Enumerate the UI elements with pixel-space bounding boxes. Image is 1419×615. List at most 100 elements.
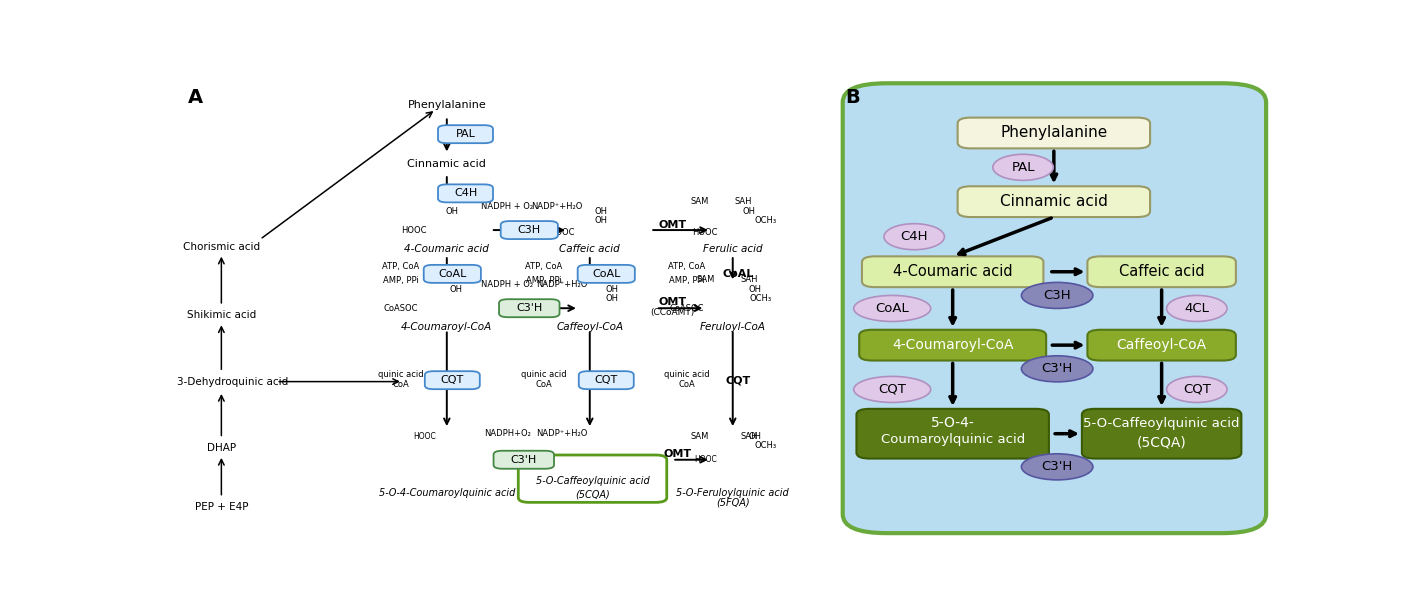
FancyBboxPatch shape [494,451,553,469]
Text: OH: OH [606,294,619,303]
Text: C4H: C4H [901,230,928,243]
Text: Feruloyl-CoA: Feruloyl-CoA [700,322,766,332]
Text: 5-O-Caffeoylquinic acid: 5-O-Caffeoylquinic acid [535,476,650,486]
Text: HOOC: HOOC [694,455,717,464]
Text: CoAL: CoAL [438,269,467,279]
Text: DHAP: DHAP [207,443,236,453]
Text: Cinnamic acid: Cinnamic acid [407,159,487,169]
FancyBboxPatch shape [1087,330,1236,360]
Text: quinic acid: quinic acid [664,370,710,379]
FancyBboxPatch shape [843,83,1266,533]
Text: 4-Coumaric acid: 4-Coumaric acid [404,244,490,254]
Text: OCH₃: OCH₃ [755,441,776,450]
Text: CoASOC: CoASOC [670,304,704,312]
FancyBboxPatch shape [438,125,492,143]
FancyBboxPatch shape [438,184,492,202]
Text: 4-Coumaroyl-CoA: 4-Coumaroyl-CoA [402,322,492,332]
FancyBboxPatch shape [578,265,634,283]
Text: OMT: OMT [658,220,687,231]
Text: AMP, PPi: AMP, PPi [383,277,419,285]
Text: B: B [844,88,860,107]
Text: HOOC: HOOC [413,432,436,440]
Ellipse shape [1166,376,1227,402]
Text: OMT: OMT [658,297,687,307]
Text: CQT: CQT [441,375,464,385]
Text: SAH: SAH [741,276,758,284]
Text: CoASOC: CoASOC [383,304,417,312]
Text: 5-O-Feruloylquinic acid: 5-O-Feruloylquinic acid [677,488,789,498]
Text: (5FQA): (5FQA) [717,498,749,507]
Text: NADPH + O₂: NADPH + O₂ [481,202,534,211]
Text: Shikimic acid: Shikimic acid [187,311,255,320]
Text: PEP + E4P: PEP + E4P [194,502,248,512]
Text: quinic acid: quinic acid [521,370,566,379]
Text: SAM: SAM [697,276,714,284]
FancyBboxPatch shape [1081,409,1242,459]
Text: OCH₃: OCH₃ [755,216,776,225]
Text: Caffeic acid: Caffeic acid [559,244,620,254]
Text: ATP, CoA: ATP, CoA [668,262,705,271]
FancyBboxPatch shape [424,371,480,389]
Ellipse shape [1022,454,1093,480]
Text: CoA: CoA [678,381,695,389]
Text: quinic acid: quinic acid [377,370,423,379]
Ellipse shape [993,154,1053,180]
Text: AMP, PPi: AMP, PPi [525,277,562,285]
Text: OH: OH [448,285,463,294]
Text: Cinnamic acid: Cinnamic acid [1000,194,1108,209]
Text: NADP⁺+H₂O: NADP⁺+H₂O [536,280,587,289]
Text: CoASOC: CoASOC [526,304,561,312]
Text: A: A [189,88,203,107]
Text: 4-Coumaroyl-CoA: 4-Coumaroyl-CoA [893,338,1013,352]
Text: OH: OH [742,207,756,216]
Text: OH: OH [595,216,607,225]
Text: CoAL: CoAL [592,269,620,279]
Text: (CCoAMT): (CCoAMT) [650,309,694,317]
Text: PAL: PAL [455,129,475,139]
Text: PAL: PAL [1012,161,1034,174]
Ellipse shape [884,224,945,250]
FancyBboxPatch shape [518,455,667,502]
Text: Caffeoyl-CoA: Caffeoyl-CoA [556,322,623,332]
FancyBboxPatch shape [579,371,634,389]
Text: NADPH + O₂: NADPH + O₂ [481,280,534,289]
Text: CQT: CQT [725,375,751,385]
Ellipse shape [1022,282,1093,309]
Text: Phenylalanine: Phenylalanine [1000,125,1107,140]
FancyBboxPatch shape [499,300,559,317]
Text: CoA: CoA [392,381,409,389]
Text: C3'H: C3'H [511,454,536,465]
FancyBboxPatch shape [958,186,1149,217]
Ellipse shape [854,295,931,322]
Text: CQT: CQT [595,375,617,385]
Ellipse shape [1166,295,1227,322]
Text: 5-O-4-: 5-O-4- [931,416,975,430]
Text: Chorismic acid: Chorismic acid [183,242,260,252]
Text: SAH: SAH [741,432,758,440]
Text: OH: OH [748,432,761,440]
Ellipse shape [854,376,931,402]
Text: CoAL: CoAL [876,302,910,315]
Text: C3'H: C3'H [1042,461,1073,474]
Text: HOOC: HOOC [692,228,718,237]
FancyBboxPatch shape [958,117,1149,148]
Text: OH: OH [446,207,458,216]
Text: CQT: CQT [878,383,907,396]
Text: CoA: CoA [535,381,552,389]
Text: OH: OH [748,285,761,294]
Text: CQT: CQT [1183,383,1210,396]
Ellipse shape [1022,356,1093,382]
Text: SAH: SAH [735,197,752,206]
Text: 5-O-4-Coumaroylquinic acid: 5-O-4-Coumaroylquinic acid [379,488,515,498]
Text: HOOC: HOOC [549,228,575,237]
Text: C4H: C4H [454,188,477,199]
Text: OH: OH [595,207,607,216]
Text: (5CQA): (5CQA) [1137,435,1186,449]
Text: C3'H: C3'H [517,303,542,313]
Text: SAM: SAM [691,432,710,440]
Text: Caffeic acid: Caffeic acid [1118,264,1205,279]
Text: ATP, CoA: ATP, CoA [382,262,419,271]
Text: NADP⁺+H₂O: NADP⁺+H₂O [531,202,582,211]
Text: AMP, PPi: AMP, PPi [668,277,704,285]
Text: C3'H: C3'H [1042,362,1073,375]
